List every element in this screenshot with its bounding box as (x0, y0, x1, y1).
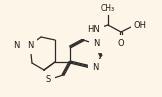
Text: N: N (27, 41, 33, 49)
Text: HN: HN (87, 26, 99, 35)
Text: OH: OH (134, 22, 147, 30)
Text: N: N (13, 41, 19, 49)
Text: N: N (93, 39, 99, 48)
Text: N: N (92, 64, 98, 72)
Text: CH₃: CH₃ (101, 4, 115, 13)
Text: O: O (118, 39, 124, 48)
Text: S: S (45, 75, 51, 84)
